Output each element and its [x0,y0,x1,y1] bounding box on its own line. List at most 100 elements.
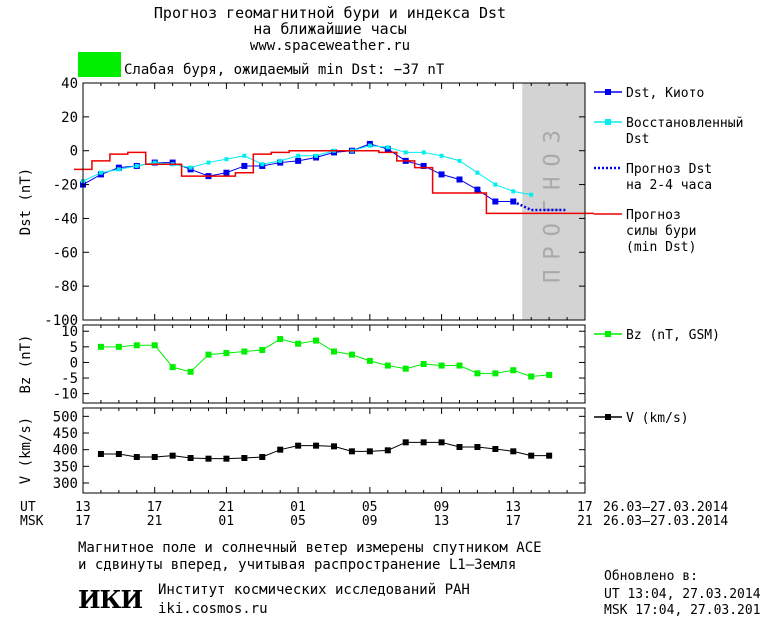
forecast-band-label: ПРОГНОЗ [541,120,566,283]
data-point [421,150,426,155]
data-point [223,455,230,462]
data-point [151,454,158,460]
data-point [241,455,248,461]
data-point [205,455,212,462]
data-point [296,153,301,158]
legend-label: Прогноз Dst [626,162,712,177]
data-point [295,442,302,449]
iki-logo: ИКИ [78,585,143,614]
series-line-storm-forecast [74,149,594,215]
data-point [492,446,499,452]
ut-label: UT [20,500,36,515]
y-axis-label: V (km/s) [18,417,34,484]
data-point [133,454,140,460]
data-point [278,158,283,163]
y-tick-label: 450 [53,426,78,442]
data-point [187,455,194,461]
storm-status-text: Слабая буря, ожидаемый min Dst: −37 nT [124,62,445,78]
ut-tick-label: 09 [433,500,450,515]
data-point [493,182,498,187]
data-point [242,153,247,158]
data-point [115,451,122,457]
data-point [223,350,230,357]
y-tick-label: -80 [53,279,78,295]
y-tick-label: -20 [53,178,78,194]
y-axis-label: Bz (nT) [18,334,34,393]
data-point [438,362,445,369]
data-point [385,145,390,150]
data-point [206,160,211,165]
data-point [169,452,176,459]
data-point [402,365,409,372]
data-point [528,373,535,380]
data-point [439,153,444,158]
updated-ut: UT 13:04, 27.03.2014 [604,587,760,602]
data-point [152,160,157,165]
y-tick-label: 5 [70,340,78,356]
y-axis-label: Dst (nT) [18,168,34,235]
y-tick-label: 0 [70,355,78,371]
data-point [241,348,248,355]
data-point [98,170,103,175]
legend-label: (min Dst) [626,240,696,255]
data-point [169,364,176,371]
ut-tick-label: 21 [218,500,235,515]
data-point [151,342,158,349]
ut-tick-label: 05 [361,500,378,515]
y-tick-label: 10 [61,324,78,340]
data-point [348,351,355,358]
legend-label: Dst, Киото [626,86,704,101]
msk-tick-label: 05 [290,514,306,529]
ut-tick-label: 13 [505,500,521,515]
institute-name: Институт космических исследований РАН [158,582,470,598]
data-point [187,368,194,375]
msk-date-range: 26.03–27.03.2014 [603,514,729,529]
ut-tick-label: 17 [577,500,593,515]
data-point [366,448,373,455]
data-point [420,439,427,446]
data-point [510,367,517,374]
source-url: www.spaceweather.ru [249,38,411,54]
data-point [456,362,463,369]
legend-label: Восстановленный [626,116,743,131]
data-point [241,162,248,169]
chart-title-line2: на ближайшие часы [253,20,407,38]
data-point [97,343,104,350]
legend-label: V (km/s) [626,411,689,426]
data-point [134,163,139,168]
data-point [223,169,230,176]
legend-label: Bz (nT, GSM) [626,328,720,343]
y-tick-label: -10 [53,387,78,403]
msk-tick-label: 09 [361,514,378,529]
data-point [314,153,319,158]
institute-site[interactable]: iki.cosmos.ru [158,601,268,617]
msk-tick-label: 21 [577,514,593,529]
data-point [475,170,480,175]
data-point [511,189,516,194]
legend-label: на 2-4 часа [626,178,712,193]
chart-title-line1: Прогноз геомагнитной бури и индекса Dst [153,4,507,22]
data-point [529,192,534,197]
updated-msk: MSK 17:04, 27.03.2014 [604,603,760,618]
y-tick-label: 400 [53,443,78,459]
y-tick-label: -100 [44,313,78,329]
msk-tick-label: 17 [75,514,91,529]
data-point [474,186,481,193]
data-point [546,371,553,378]
series-line [100,338,550,377]
legend-marker [605,119,611,125]
forecast-band [522,83,585,320]
data-point [457,158,462,163]
data-point [438,171,445,178]
msk-tick-label: 13 [433,514,450,529]
msk-label: MSK [20,514,44,529]
data-point [456,176,463,183]
data-point [384,447,391,454]
data-point [474,370,481,377]
data-point [313,442,320,449]
data-point [366,357,373,364]
data-point [384,362,391,369]
data-point [528,452,535,459]
y-tick-label: 500 [53,409,78,425]
